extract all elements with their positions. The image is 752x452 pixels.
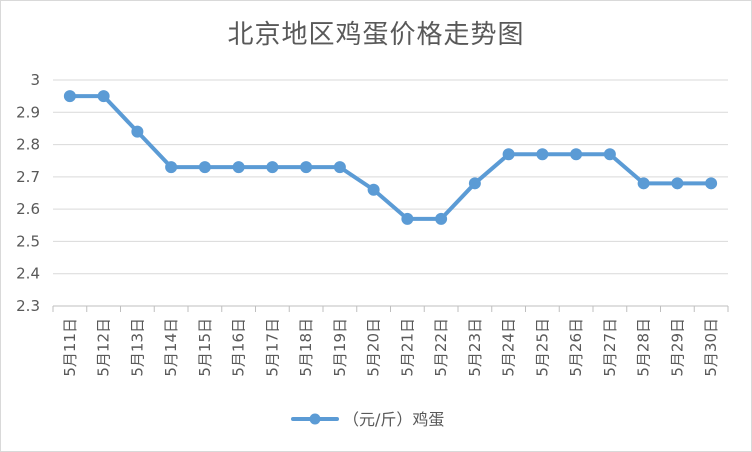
grid-lines <box>53 79 728 275</box>
x-tick-label: 5月26日 <box>567 318 585 377</box>
x-tick-label: 5月18日 <box>297 318 315 377</box>
legend: （元/斤）鸡蛋 <box>291 410 444 429</box>
y-tick-label: 2.8 <box>16 136 40 154</box>
data-point <box>705 177 718 190</box>
data-point <box>232 161 245 174</box>
data-point <box>435 212 448 225</box>
data-point <box>367 183 380 196</box>
x-axis <box>52 305 729 312</box>
data-point <box>165 161 178 174</box>
x-tick-label: 5月15日 <box>196 318 214 377</box>
data-point <box>468 177 481 190</box>
series-layer <box>63 90 718 225</box>
x-tick-label: 5月16日 <box>230 318 248 377</box>
x-tick-label: 5月14日 <box>162 318 180 377</box>
x-tick-label: 5月29日 <box>668 318 686 377</box>
data-point <box>671 177 684 190</box>
data-point <box>131 125 144 138</box>
x-tick-label: 5月23日 <box>466 318 484 377</box>
legend-swatch-marker <box>309 413 321 425</box>
y-tick-label: 2.5 <box>16 232 40 250</box>
data-point <box>333 161 346 174</box>
x-tick-label: 5月24日 <box>500 318 518 377</box>
x-tick-label: 5月20日 <box>365 318 383 377</box>
x-tick-label: 5月25日 <box>533 318 551 377</box>
data-point <box>570 148 583 161</box>
x-tick-label: 5月21日 <box>398 318 416 377</box>
x-tick-label: 5月30日 <box>702 318 720 377</box>
legend-label: （元/斤）鸡蛋 <box>343 410 444 429</box>
x-tick-label: 5月28日 <box>635 318 653 377</box>
data-point <box>502 148 515 161</box>
data-point <box>198 161 211 174</box>
y-axis-ticks: 2.3 2.4 2.5 2.6 2.7 2.8 2.9 3 <box>16 71 40 315</box>
x-tick-label: 5月22日 <box>432 318 450 377</box>
data-point <box>536 148 549 161</box>
y-tick-label: 2.3 <box>16 297 40 315</box>
x-tick-label: 5月19日 <box>331 318 349 377</box>
x-tick-label: 5月11日 <box>61 318 79 377</box>
data-point <box>300 161 313 174</box>
y-tick-label: 2.4 <box>16 265 40 283</box>
y-tick-label: 2.7 <box>16 168 40 186</box>
data-point <box>637 177 650 190</box>
data-point <box>401 212 414 225</box>
y-tick-label: 2.6 <box>16 200 40 218</box>
x-tick-label: 5月13日 <box>128 318 146 377</box>
x-tick-label: 5月17日 <box>263 318 281 377</box>
data-point <box>63 90 76 103</box>
data-point <box>266 161 279 174</box>
series-line <box>67 94 714 221</box>
y-tick-label: 2.9 <box>16 103 40 121</box>
x-tick-label: 5月12日 <box>95 318 113 377</box>
y-tick-label: 3 <box>30 71 40 89</box>
x-axis-ticks: 5月11日 5月12日 5月13日 5月14日 5月15日 5月16日 5月17日 5月18日… <box>61 318 720 377</box>
x-tick-label: 5月27日 <box>601 318 619 377</box>
data-point <box>97 90 110 103</box>
data-point <box>603 148 616 161</box>
chart-title: 北京地区鸡蛋价格走势图 <box>227 20 525 50</box>
